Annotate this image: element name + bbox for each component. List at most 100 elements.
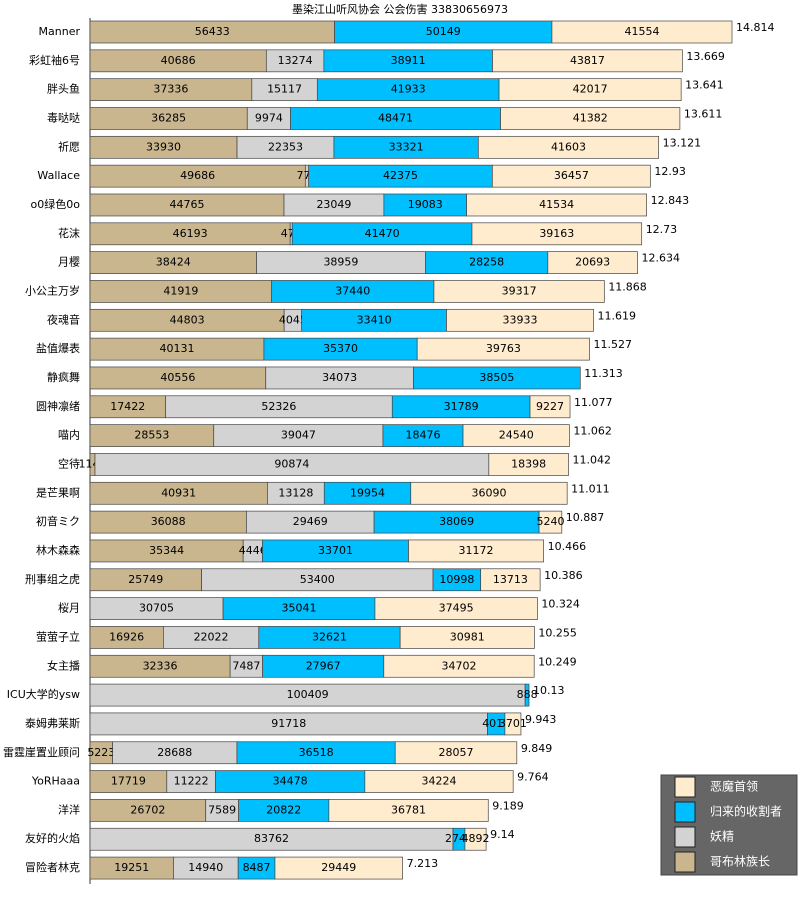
bar-segment	[529, 395, 571, 419]
value-label: 33930	[146, 140, 181, 153]
value-label: 46193	[173, 227, 208, 240]
bar-segment	[504, 712, 522, 736]
bar-segment	[328, 799, 489, 822]
y-tick-label: 泰姆弗莱斯	[25, 716, 80, 730]
value-label: 30705	[139, 602, 174, 615]
value-label: 34478	[273, 775, 308, 788]
value-label: 40131	[159, 342, 194, 355]
value-label: 36457	[554, 169, 589, 182]
value-label: 35344	[149, 544, 184, 557]
value-label: 36090	[471, 486, 506, 499]
chart-title: 墨染江山听风协会 公会伤害 33830656973	[292, 2, 508, 16]
value-label: 41534	[539, 198, 574, 211]
bar-segment	[364, 770, 514, 793]
value-label: 32336	[143, 659, 178, 672]
legend-swatch	[674, 826, 696, 848]
value-label: 31172	[459, 544, 494, 557]
value-label: 44765	[170, 198, 205, 211]
value-label: 41470	[365, 227, 400, 240]
value-label: 42375	[383, 169, 418, 182]
total-label: 12.73	[646, 223, 678, 236]
value-label: 40686	[161, 54, 196, 67]
value-label: 29449	[321, 861, 356, 874]
value-label: 10998	[439, 573, 474, 586]
value-label: 56433	[195, 25, 230, 38]
value-label: 19954	[350, 486, 385, 499]
value-label: 83762	[254, 832, 289, 845]
value-label: 49686	[180, 169, 215, 182]
value-label: 17422	[110, 400, 145, 413]
bar-segment	[471, 222, 643, 246]
value-label: 7487	[232, 659, 260, 672]
bar-segment	[500, 107, 681, 130]
value-label: 36285	[151, 111, 186, 124]
bar-segment	[408, 539, 544, 563]
bar-segment	[551, 20, 733, 44]
value-label: 32621	[312, 630, 347, 643]
value-label: 34224	[422, 775, 457, 788]
y-tick-label: 林木森森	[36, 543, 80, 557]
y-tick-label: 雷霆崖置业顾问	[3, 746, 80, 759]
bar-segment	[538, 510, 563, 534]
value-label: 53400	[300, 573, 335, 586]
total-label: 10.249	[538, 655, 577, 668]
value-label: 15117	[267, 83, 302, 96]
value-label: 13128	[278, 486, 313, 499]
value-label: 50149	[426, 25, 461, 38]
y-tick-label: 花沫	[58, 227, 80, 240]
value-label: 38069	[439, 515, 474, 528]
total-label: 10.386	[544, 569, 583, 582]
value-label: 31789	[444, 400, 479, 413]
value-label: 7589	[208, 803, 236, 816]
value-label: 4446	[239, 544, 267, 557]
legend-swatch	[674, 851, 696, 873]
total-label: 11.313	[584, 367, 623, 380]
y-tick-label: 月樱	[58, 256, 80, 269]
total-label: 11.527	[594, 338, 633, 351]
value-label: 43817	[570, 54, 605, 67]
value-label: 17719	[111, 775, 146, 788]
value-label: 4892	[462, 832, 490, 845]
value-label: 33933	[503, 313, 538, 326]
legend-label: 恶魔首领	[710, 779, 758, 794]
value-label: 48471	[378, 111, 413, 124]
total-label: 12.93	[654, 165, 686, 178]
y-tick-label: 冒险者林克	[25, 860, 80, 874]
value-label: 18476	[406, 429, 441, 442]
value-label: 39047	[281, 429, 316, 442]
total-label: 9.189	[492, 799, 524, 812]
value-label: 35370	[323, 342, 358, 355]
bar-segment	[399, 626, 535, 649]
value-label: 37440	[335, 284, 370, 297]
value-label: 38424	[156, 256, 191, 269]
value-label: 29469	[293, 515, 328, 528]
legend-label: 哥布林族长	[710, 855, 770, 869]
y-tick-label: 彩虹袖6号	[29, 53, 80, 67]
y-tick-label: 刑事组之虎	[25, 572, 80, 586]
legend-swatch	[674, 801, 696, 823]
value-label: 28258	[469, 256, 504, 269]
value-label: 41554	[624, 25, 659, 38]
y-tick-label: 祈愿	[58, 140, 80, 153]
total-label: 11.868	[608, 280, 647, 293]
value-label: 5240	[536, 515, 564, 528]
y-tick-label: 小公主万岁	[25, 283, 80, 297]
y-tick-label: 胖头鱼	[47, 82, 80, 96]
bar-segment	[274, 856, 403, 880]
y-tick-label: 初音ミク	[36, 514, 80, 528]
legend-label: 妖精	[710, 830, 734, 844]
bar-segment	[498, 78, 682, 102]
total-label: 12.634	[642, 252, 681, 265]
value-label: 3701	[499, 717, 527, 730]
value-label: 40931	[161, 486, 196, 499]
value-label: 41919	[163, 284, 198, 297]
bar-segment	[524, 683, 530, 707]
value-label: 36088	[151, 515, 186, 528]
value-label: 13274	[278, 54, 313, 67]
y-tick-label: 空待	[58, 456, 80, 470]
value-label: 38911	[391, 54, 426, 67]
total-label: 10.887	[566, 511, 605, 524]
y-tick-label: 女主播	[47, 658, 80, 672]
total-label: 9.764	[517, 771, 549, 784]
